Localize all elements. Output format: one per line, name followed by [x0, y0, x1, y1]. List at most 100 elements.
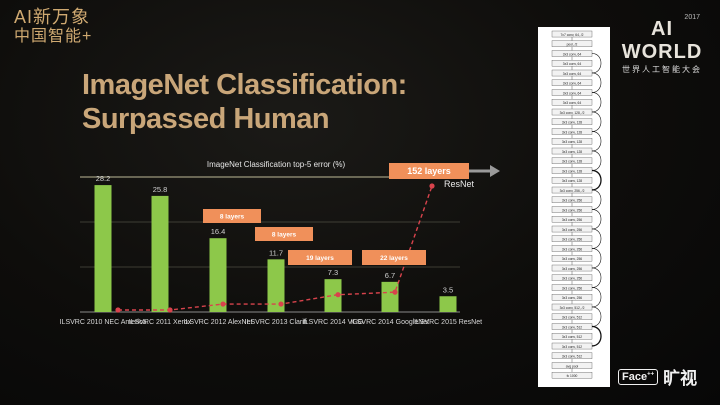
resnet-layer-label: 3x3 conv, 128: [562, 121, 582, 125]
resnet-layer-label: 3x3 conv, 256: [562, 247, 582, 251]
resnet-layer-label: 3x3 conv, 256, /2: [560, 189, 585, 193]
annotation-label: 19 layers: [306, 255, 334, 262]
bar: [267, 259, 285, 312]
resnet-layer-label: 3x3 conv, 128, /2: [560, 111, 585, 115]
arrow-head: [490, 165, 500, 177]
bar-value-label: 3.5: [443, 285, 453, 294]
depth-line: [115, 183, 435, 313]
bar-value-label: 6.7: [385, 271, 395, 280]
resnet-label: ResNet: [444, 179, 475, 189]
resnet-layer-label: 3x3 conv, 256: [562, 228, 582, 232]
resnet-layer-label: 3x3 conv, 512: [562, 345, 582, 349]
resnet-layer-label: 3x3 conv, 64: [563, 52, 582, 56]
resnet-skip-connection: [591, 111, 602, 132]
bar: [324, 279, 342, 312]
depth-line-point: [167, 307, 173, 313]
brand-left-line1: AI新万象: [14, 7, 91, 27]
resnet-layer-label: 3x3 conv, 128: [562, 160, 582, 164]
resnet-layer-label: pool, /2: [567, 43, 578, 47]
resnet-layer-label: avg pool: [566, 364, 579, 368]
resnet-layer-label: 3x3 conv, 128: [562, 130, 582, 134]
brand-right-year: 2017: [684, 14, 700, 21]
resnet-layer-label: 3x3 conv, 256: [562, 208, 582, 212]
resnet-layer-label: 3x3 conv, 512: [562, 325, 582, 329]
face-logo: Face++ 旷视: [618, 364, 697, 389]
annotation-box: [255, 227, 313, 241]
depth-line-point: [392, 289, 398, 295]
depth-line-point: [115, 307, 121, 313]
slide-title-line2: Surpassed Human: [82, 103, 330, 136]
annotation-label: 152 layers: [407, 166, 451, 176]
x-tick-label: ILSVRC 2010 NEC America: [60, 319, 147, 326]
resnet-layer-label: 3x3 conv, 256: [562, 257, 582, 261]
resnet-layer-label: 3x3 conv, 256: [562, 218, 582, 222]
annotation: 8 layers: [203, 209, 261, 223]
x-tick-label: ILSVRC 2014 VGG: [303, 319, 363, 326]
annotation-label: 8 layers: [220, 213, 245, 220]
annotation: 152 layers: [389, 163, 469, 179]
slide-title-line1: ImageNet Classification:: [82, 69, 407, 101]
layer-annotations: 8 layers 8 layers 19 layers 22 layers 152 la…: [203, 163, 500, 265]
resnet-layer-label: 3x3 conv, 256: [562, 238, 582, 242]
resnet-layer-label: 3x3 conv, 256: [562, 277, 582, 281]
bar: [381, 281, 399, 312]
brand-left-logo: AI新万象 中国智能+: [14, 7, 93, 45]
resnet-layer-label: 3x3 conv, 64: [563, 101, 582, 105]
chart-title: ImageNet Classification top-5 error (%): [207, 160, 346, 169]
resnet-layer-box: [551, 372, 593, 379]
resnet-layer-label: 3x3 conv, 512: [562, 355, 582, 359]
resnet-skip-connection: [591, 189, 602, 210]
depth-line-point: [335, 292, 341, 298]
resnet-skip-connection: [591, 92, 602, 113]
slide-title: ImageNet Classification: Surpassed Human: [82, 68, 407, 136]
resnet-layer-label: 3x3 conv, 64: [563, 62, 582, 66]
depth-line-point: [220, 301, 226, 307]
x-tick-label: ILSVRC 2012 AlexNet: [184, 319, 253, 326]
resnet-layer-label: 3x3 conv, 256: [562, 199, 582, 203]
resnet-layer-label: 3x3 conv, 64: [563, 91, 582, 95]
face-logo-text: Face: [622, 370, 648, 383]
bar: [94, 185, 112, 312]
face-logo-box: Face++: [618, 368, 659, 385]
resnet-layer-label: fc 1000: [567, 374, 578, 378]
annotation-box: [288, 250, 352, 265]
brand-left-line2: 中国智能+: [14, 27, 93, 45]
annotation-box: [389, 163, 469, 179]
annotation: 19 layers: [288, 250, 352, 265]
depth-line-point: [429, 183, 435, 189]
resnet-layer-label: 3x3 conv, 512: [562, 335, 582, 339]
x-tick-label: ILSVRC 2013 Clarifi: [245, 319, 308, 326]
bars: 28.2 25.8 16.4 11.7 7.3 6.7 3.5: [94, 174, 457, 312]
resnet-layer-label: 7x7 conv, 64, /2: [560, 33, 583, 37]
bar-value-label: 16.4: [211, 227, 226, 236]
resnet-layer-label: 3x3 conv, 128: [562, 169, 582, 173]
x-tick-label: ILSVRC 2015 ResNet: [414, 319, 482, 326]
face-logo-sup: ++: [647, 370, 655, 377]
resnet-skip-connection: [591, 72, 602, 93]
bar-value-label: 11.7: [269, 248, 283, 257]
resnet-skip-connection: [591, 150, 602, 171]
annotation-label: 22 layers: [380, 255, 408, 262]
resnet-layer-label: 3x3 conv, 128: [562, 150, 582, 154]
bar-value-label: 28.2: [96, 174, 111, 183]
resnet-layer-label: 3x3 conv, 256: [562, 267, 582, 271]
bar: [439, 296, 457, 312]
brand-right-tagline: 世界人工智能大会: [622, 65, 702, 74]
resnet-layer-label: 3x3 conv, 64: [563, 82, 582, 86]
resnet-skip-connection: [591, 267, 602, 288]
resnet-skip-connection: [591, 306, 602, 327]
resnet-diagram: 7x7 conv, 64, /2 pool, /2 3x3 conv, 64 3x3 …: [538, 27, 610, 387]
resnet-layer-label: 3x3 conv, 512: [562, 316, 582, 320]
resnet-skip-connection: [591, 287, 602, 308]
resnet-skip-connection: [591, 53, 602, 74]
annotation: 8 layers: [255, 227, 313, 241]
bar-value-label: 7.3: [328, 268, 338, 277]
annotation-label: 8 layers: [272, 231, 297, 238]
x-tick-label: ILSVRC 2014 GoogleNet: [351, 319, 429, 326]
annotation-box: [203, 209, 261, 223]
resnet-skip-connection: [591, 248, 602, 269]
resnet-layer-label: 3x3 conv, 256: [562, 296, 582, 300]
resnet-skip-connection: [591, 169, 602, 191]
